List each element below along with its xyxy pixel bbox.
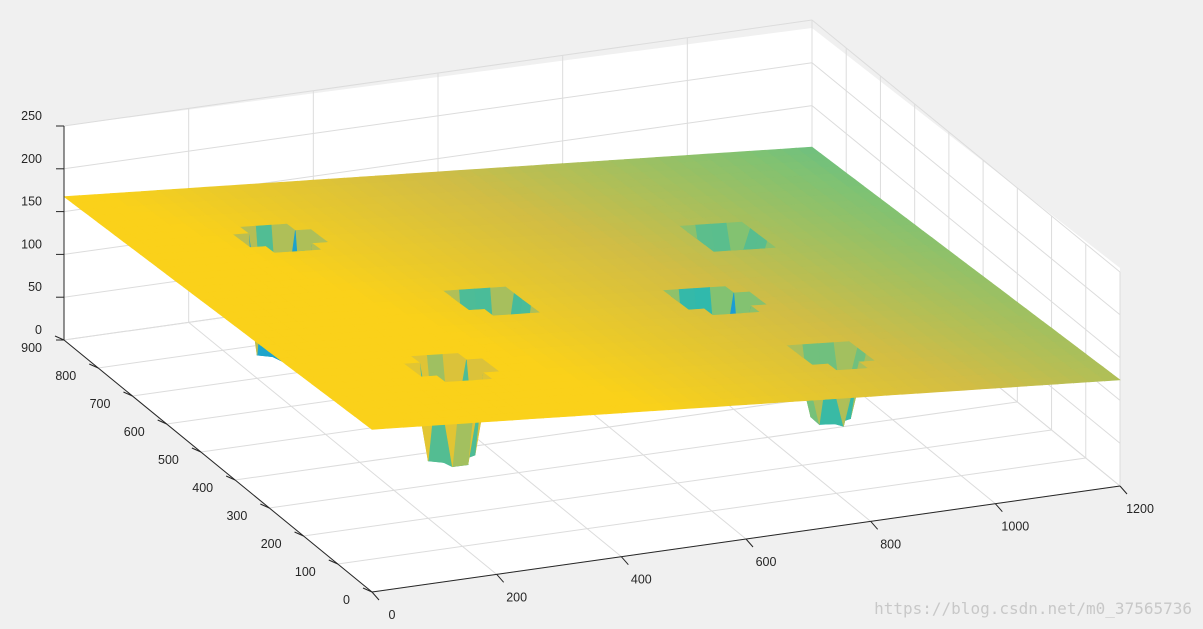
z-tick-label: 100 <box>21 237 42 251</box>
y-tick-mark <box>54 335 65 341</box>
z-tick-label: 0 <box>35 323 42 337</box>
grid-line <box>303 429 1052 537</box>
y-tick-label: 600 <box>124 425 145 439</box>
y-tick-label: 900 <box>21 341 42 355</box>
x-tick-label: 1200 <box>1126 502 1154 516</box>
y-tick-mark <box>328 559 338 565</box>
x-tick-label: 1000 <box>1001 520 1029 534</box>
y-tick-mark <box>362 587 373 593</box>
x-tick-label: 800 <box>880 537 901 551</box>
y-tick-label: 100 <box>295 565 316 579</box>
y-tick-label: 500 <box>158 453 179 467</box>
y-tick-mark <box>123 391 133 397</box>
axis-lines <box>54 125 1128 601</box>
z-tick-label: 50 <box>28 280 42 294</box>
y-tick-label: 200 <box>261 537 282 551</box>
surface-cell <box>362 421 389 430</box>
grid-line <box>811 19 1121 273</box>
grid-line <box>63 19 813 127</box>
watermark: https://blog.csdn.net/m0_37565736 <box>874 599 1192 618</box>
x-tick-mark <box>620 556 629 565</box>
y-tick-label: 300 <box>226 509 247 523</box>
x-tick-mark <box>496 574 505 583</box>
y-tick-mark <box>157 419 167 425</box>
z-tick-label: 200 <box>21 152 42 166</box>
x-tick-label: 200 <box>506 590 527 604</box>
y-tick-label: 400 <box>192 481 213 495</box>
x-tick-label: 0 <box>389 608 396 622</box>
y-tick-mark <box>294 531 304 537</box>
surface-mesh <box>63 146 1121 468</box>
x-tick-mark <box>1119 485 1128 495</box>
grid-line <box>811 105 1121 358</box>
y-tick-mark <box>260 503 270 509</box>
grid-line <box>188 321 497 575</box>
x-tick-mark <box>994 503 1003 512</box>
y-tick-label: 0 <box>343 593 350 607</box>
x-tick-mark <box>371 591 380 601</box>
y-tick-mark <box>89 363 99 369</box>
y-tick-mark <box>191 447 202 453</box>
x-tick-label: 400 <box>631 573 652 587</box>
grid-line <box>269 401 1018 509</box>
y-tick-label: 800 <box>55 369 76 383</box>
x-tick-mark <box>745 538 754 548</box>
x-tick-mark <box>870 521 879 530</box>
grid-line <box>63 62 813 170</box>
z-tick-label: 250 <box>21 109 42 123</box>
y-tick-label: 700 <box>90 397 111 411</box>
grid-line <box>811 62 1121 316</box>
y-axis-line <box>63 339 373 593</box>
z-tick-label: 150 <box>21 195 42 209</box>
y-tick-mark <box>225 475 236 481</box>
grid-line <box>337 457 1086 565</box>
tick-labels: 0200400600800100012000100200300400500600… <box>21 109 1154 622</box>
x-tick-label: 600 <box>756 555 777 569</box>
